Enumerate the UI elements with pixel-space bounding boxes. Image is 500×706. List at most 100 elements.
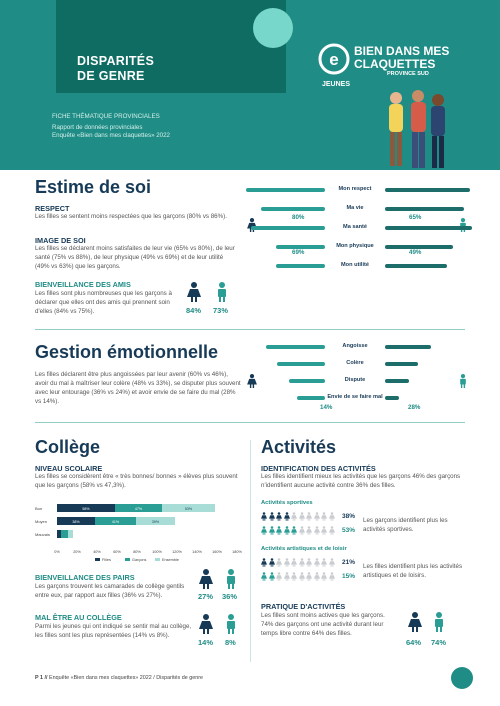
girl-icon [306,509,312,527]
art-pct-garcons: 15% [342,573,356,580]
pratique-text: Les filles sont moins actives que les ga… [261,612,385,637]
logo-line1: BIEN DANS MES [354,44,450,58]
youth-illustration [378,88,458,172]
girl-icon [328,509,335,527]
category-label: Bon [35,506,42,511]
pct-80: 80% [292,214,305,221]
girl-icon [199,569,213,594]
boy-icon [321,569,327,587]
pct-69: 69% [292,249,305,256]
boy-icon [313,569,320,587]
section-divider [35,329,465,330]
image-text: Les filles se déclarent moins satisfaite… [35,245,235,270]
art-icon-grid [261,555,336,585]
bar-filles [260,207,325,211]
logo-jeunes: JEUNES [322,81,351,88]
bar-filles [245,188,325,192]
bar-garcons [385,345,431,349]
girl-icon [321,509,327,527]
bar-garcons [385,207,465,211]
niveau-heading: NIVEAU SCOLAIRE [35,464,103,473]
girl-icon [247,374,257,393]
segment-label: 39% [152,520,160,524]
bar-filles [265,345,325,349]
boy-icon [276,523,282,541]
pairs-heading: BIENVEILLANCE DES PAIRS [35,573,135,582]
art-heading: Activités artistiques et de loisir [261,546,347,552]
segment-label: 53% [185,507,193,511]
boy-icon [268,569,275,587]
bar-label: Envie de se faire mal [327,394,383,400]
gestion-text: Les filles déclarent être plus angoissée… [35,371,241,405]
girl-icon [313,509,320,527]
bar-label: Mon respect [338,186,372,192]
category-label: Moyen [35,519,47,524]
respect-heading: RESPECT [35,204,70,213]
boy-icon [261,569,267,587]
pratique-pct-garcons: 74% [431,638,447,647]
girl-icon [283,555,290,573]
bar-segment [136,517,175,525]
bar-filles [276,245,325,249]
segment-label: 47% [135,507,143,511]
boy-icon [328,523,335,541]
girl-icon [283,509,290,527]
bar-label: Angoisse [342,343,368,349]
bar-garcons [385,379,409,383]
section-title-college: Collège [35,437,101,457]
title-line2: DE GENRE [77,69,145,83]
boy-icon [283,569,290,587]
bar-filles [250,226,325,230]
girl-icon [298,509,305,527]
rapport-label: Rapport de données provinciales [52,124,143,131]
girl-icon [313,555,320,573]
title-line1: DISPARITÉS [77,54,155,68]
legend-label: Garçons [132,558,146,562]
art-text: Les filles identifient plus les activité… [363,563,463,579]
logo-line2: CLAQUETTES [354,57,436,71]
sport-pct-garcons: 53% [342,527,356,534]
malaise-heading: MAL ÊTRE AU COLLÈGE [35,613,122,622]
bar-segment [61,530,68,538]
bar-garcons [385,396,399,400]
image-heading: IMAGE DE SOI [35,236,86,245]
pratique-pct-filles: 64% [406,638,422,647]
bar-filles [297,396,325,400]
boy-icon [215,282,229,307]
bar-filles [289,379,325,383]
boy-icon [432,612,446,637]
amis-pct-garcons: 73% [213,306,229,315]
svg-text:e: e [329,50,338,69]
segment-label: 58% [82,507,90,511]
legend-swatch [155,558,160,561]
pairs-pct-garcons: 36% [222,592,238,601]
boy-icon [276,569,282,587]
boy-icon [268,523,275,541]
malaise-pct-filles: 14% [198,638,214,647]
sport-pct-filles: 38% [342,513,356,520]
amis-heading: BIENVEILLANCE DES AMIS [35,280,131,289]
bar-segment [162,504,215,512]
x-tick-label: 180% [232,550,242,554]
footer: P 1 // Enquête «Bien dans mes claquettes… [35,675,203,681]
pratique-heading: PRATIQUE D'ACTIVITÉS [261,602,346,611]
sport-text: Les garçons identifient plus les activit… [363,517,448,533]
pairs-text: Les garçons trouvent les camarades de co… [35,583,185,599]
bar-segment [57,517,95,525]
bar-label: Ma santé [343,224,367,230]
girl-icon [268,509,275,527]
legend-swatch [125,558,130,561]
category-label: Mauvais [35,532,50,537]
fiche-label: FICHE THÉMATIQUE PROVINCIALES [52,113,160,120]
girl-icon [408,612,422,637]
girl-icon [276,509,282,527]
boy-icon [261,523,267,541]
art-pct-filles: 21% [342,559,356,566]
legend-label: Ensemble [162,558,179,562]
girl-icon [306,555,312,573]
pct-14: 14% [320,404,333,411]
section-title-activites: Activités [261,437,337,457]
ident-text: Les filles identifient mieux les activit… [261,473,461,489]
boy-icon [458,374,468,393]
malaise-text: Parmi les jeunes qui ont indiqué se sent… [35,623,192,639]
